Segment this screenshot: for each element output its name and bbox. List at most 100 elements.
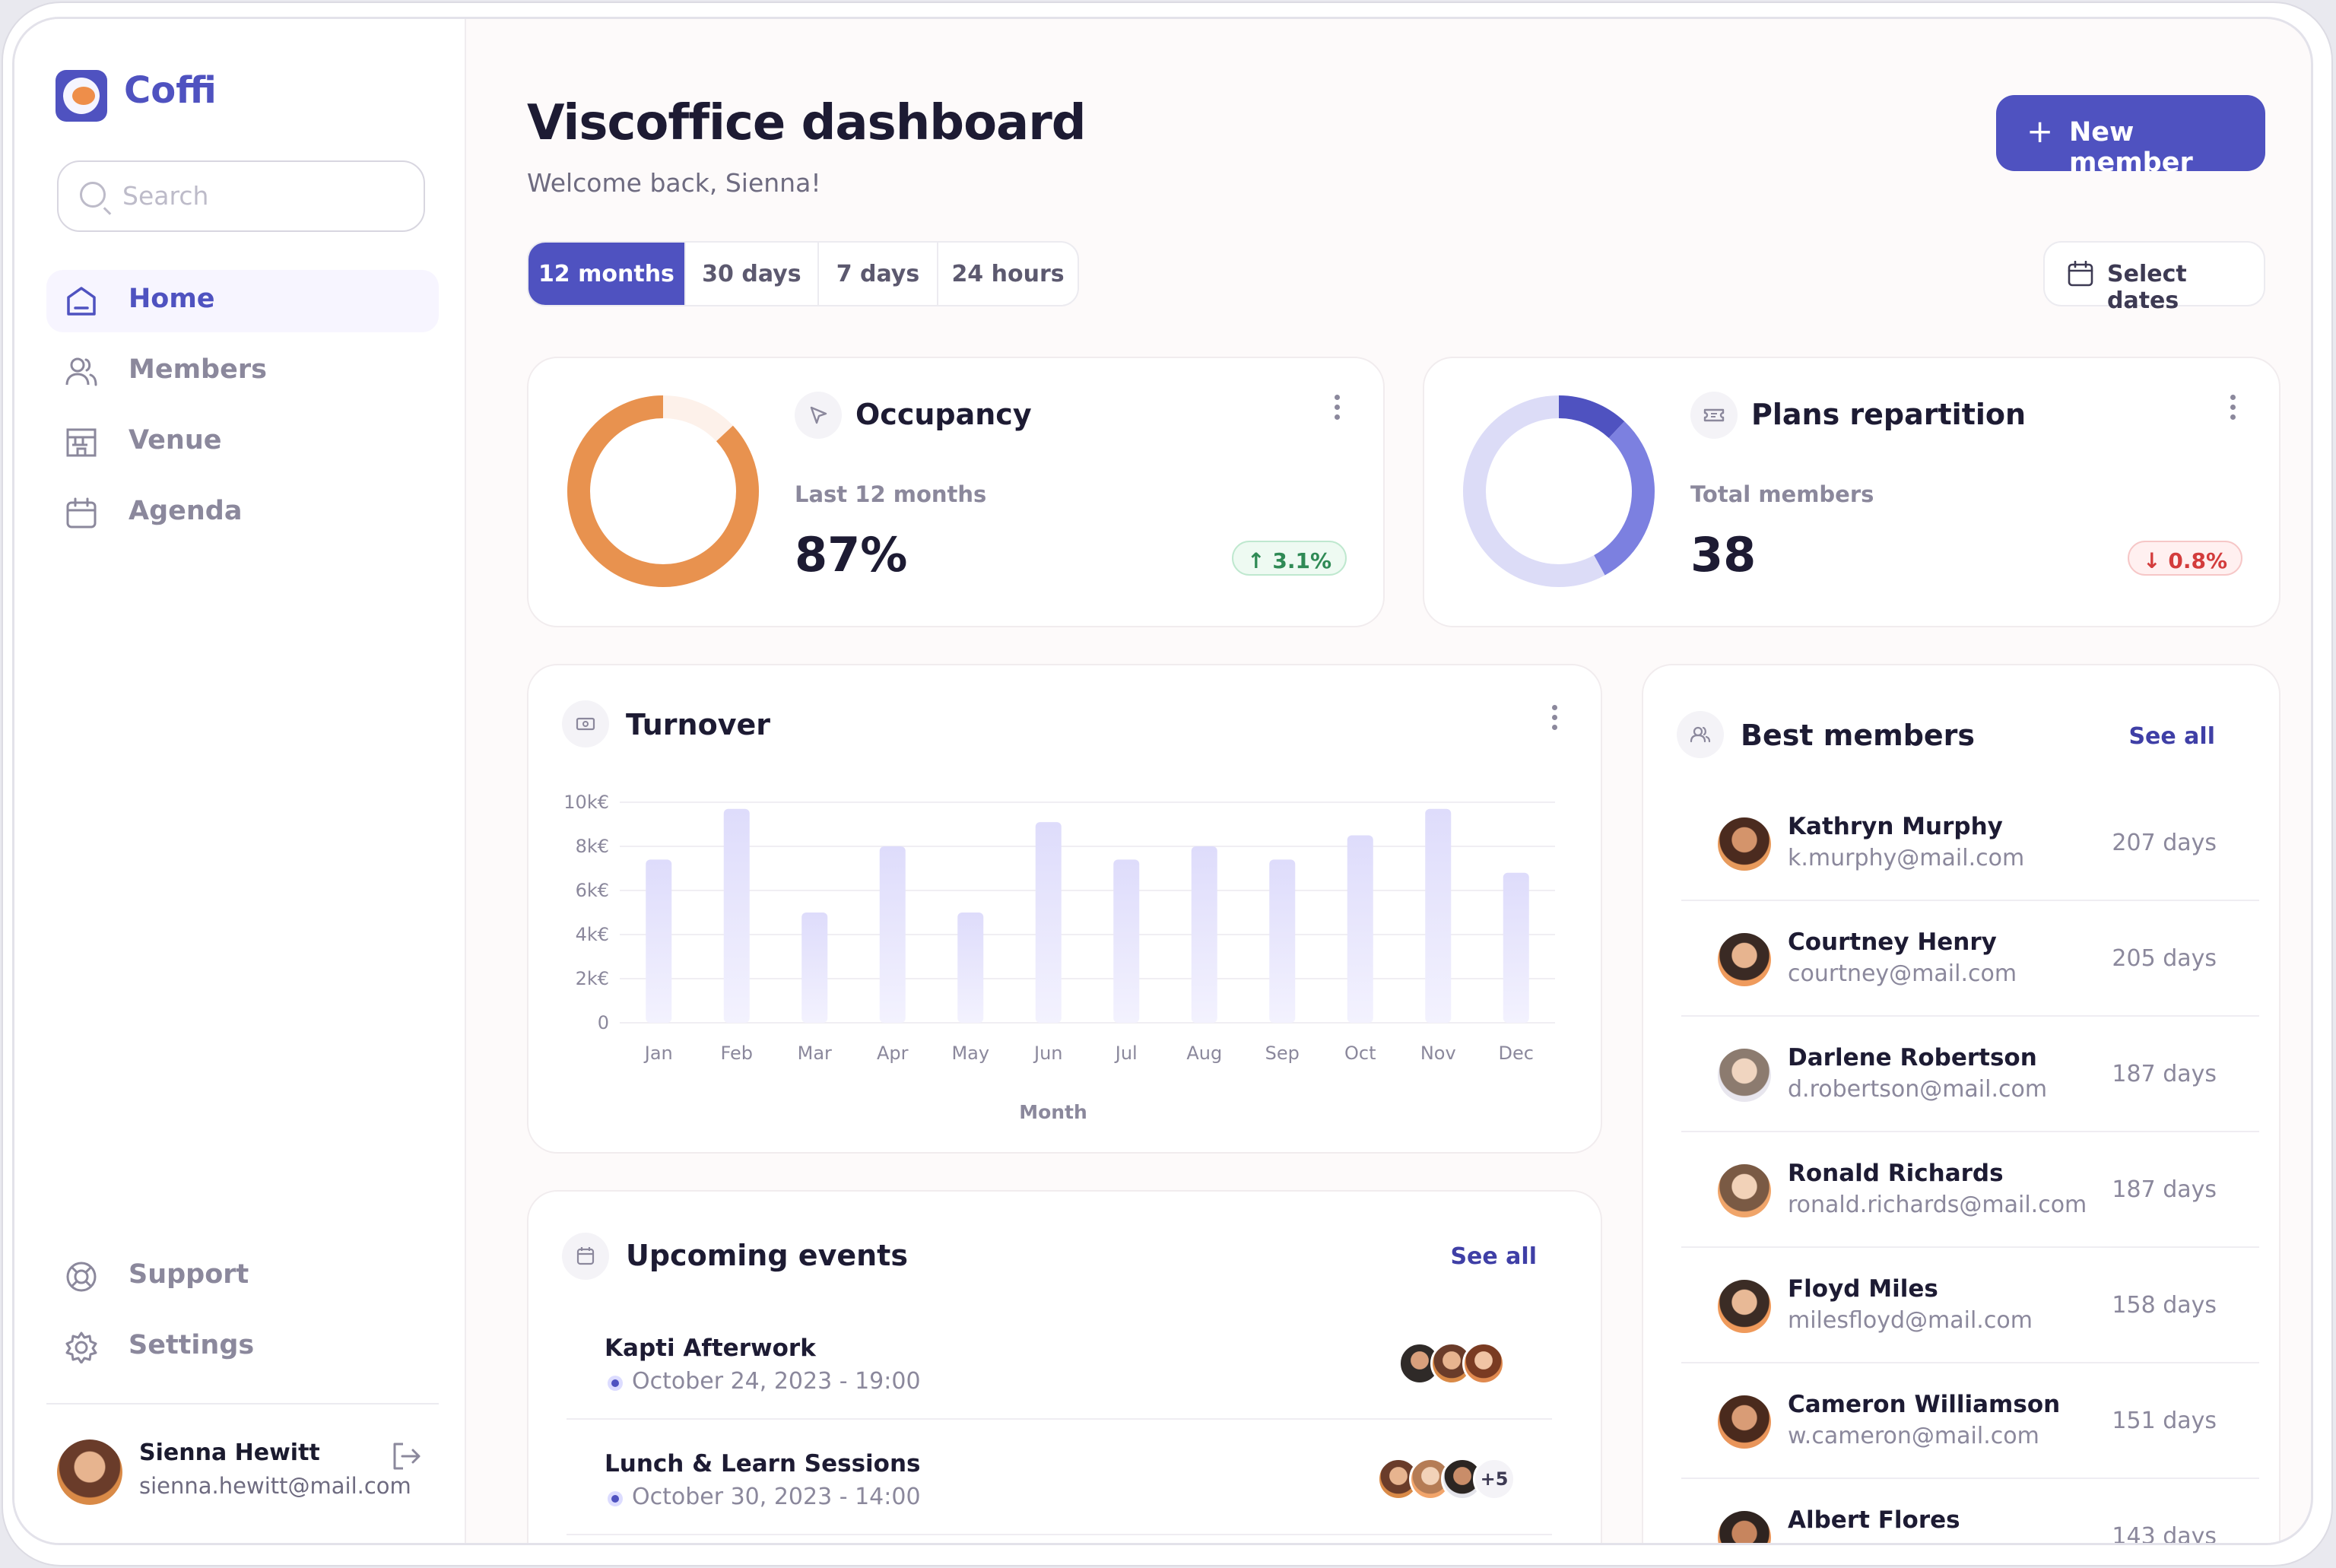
members-see-all-link[interactable]: See all <box>2128 723 2215 750</box>
avatar <box>1718 1511 1771 1543</box>
occupancy-change-badge: ↑ 3.1% <box>1232 541 1347 576</box>
x-tick-label: Nov <box>1420 1043 1456 1064</box>
turnover-card: Turnover 0 2k€ 4k€ 6k€ 8k€ 10k€ Jan Feb Mar Apr Ma… <box>527 664 1602 1154</box>
plans-title: Plans repartition <box>1751 398 2027 431</box>
attendee-avatars: +5 <box>1377 1458 1516 1500</box>
x-tick-label: Feb <box>721 1043 754 1064</box>
y-tick-label: 0 <box>598 1012 609 1033</box>
new-member-button[interactable]: + New member <box>1996 95 2265 178</box>
member-days: 143 days <box>2112 1523 2217 1545</box>
page-title: Viscoffice dashboard <box>527 95 1087 151</box>
member-row[interactable]: Floyd Miles milesfloyd@mail.com 158 days <box>1681 1249 2259 1363</box>
avatar <box>1718 1049 1771 1102</box>
event-row[interactable]: Kapti Afterwork October 24, 2023 - 19:00 <box>567 1306 1552 1420</box>
select-dates-label: Select dates <box>2107 261 2187 314</box>
x-axis-label: Month <box>1019 1101 1087 1123</box>
new-member-label: New member <box>2069 117 2193 178</box>
turnover-bar-chart: 0 2k€ 4k€ 6k€ 8k€ 10k€ Jan Feb Mar Apr May Jun Jul Au… <box>563 792 1555 1123</box>
sidebar-item-members[interactable]: Members <box>46 341 439 403</box>
member-name: Darlene Robertson <box>1788 1044 2037 1071</box>
sidebar-item-home[interactable]: Home <box>46 270 439 332</box>
bar[interactable] <box>879 846 906 1023</box>
cursor-icon <box>795 392 842 439</box>
bar[interactable] <box>957 913 984 1023</box>
range-tabs: 12 months 30 days 7 days 24 hours <box>527 241 1079 306</box>
users-icon <box>65 357 97 386</box>
app-window: Coffi Search Home Members Venue Agenda S… <box>12 17 2313 1545</box>
member-email: milesfloyd@mail.com <box>1788 1307 2033 1334</box>
tab-7-days[interactable]: 7 days <box>819 243 939 305</box>
events-title: Upcoming events <box>626 1239 908 1272</box>
logout-icon[interactable] <box>390 1441 422 1471</box>
occupancy-donut <box>567 395 759 587</box>
bar[interactable] <box>1425 808 1452 1023</box>
event-date: October 24, 2023 - 19:00 <box>632 1368 921 1395</box>
bar[interactable] <box>1191 846 1217 1023</box>
y-tick-label: 8k€ <box>576 836 609 857</box>
sidebar-item-agenda[interactable]: Agenda <box>46 482 439 544</box>
x-tick-label: May <box>951 1043 989 1064</box>
bar[interactable] <box>1269 859 1296 1023</box>
bar[interactable] <box>1347 835 1373 1024</box>
more-options-icon[interactable] <box>1335 395 1341 421</box>
search-icon <box>80 182 106 208</box>
occupancy-title: Occupancy <box>855 398 1032 431</box>
more-options-icon[interactable] <box>1552 705 1558 731</box>
occupancy-card: Occupancy Last 12 months 87% ↑ 3.1% <box>527 357 1385 627</box>
bar[interactable] <box>1503 872 1529 1023</box>
member-row[interactable]: Courtney Henry courtney@mail.com 205 days <box>1681 903 2259 1017</box>
member-email: ronald.richards@mail.com <box>1788 1192 2087 1218</box>
plus-icon: + <box>2027 113 2054 150</box>
tab-24-hours[interactable]: 24 hours <box>951 260 1065 287</box>
page-subtitle: Welcome back, Sienna! <box>527 168 821 198</box>
member-name: Cameron Williamson <box>1788 1391 2061 1418</box>
plans-value: 38 <box>1690 527 1757 582</box>
y-tick-label: 10k€ <box>563 792 609 813</box>
member-name: Albert Flores <box>1788 1506 1960 1534</box>
attendee-avatars <box>1398 1342 1505 1385</box>
sidebar-item-support[interactable]: Support <box>46 1246 439 1308</box>
member-name: Courtney Henry <box>1788 928 1997 956</box>
sidebar-item-venue[interactable]: Venue <box>46 411 439 474</box>
event-name: Kapti Afterwork <box>605 1335 816 1362</box>
x-tick-label: Jan <box>643 1043 673 1064</box>
cash-icon <box>562 700 609 747</box>
member-row[interactable]: Darlene Robertson d.robertson@mail.com 187… <box>1681 1018 2259 1132</box>
avatar <box>1718 1280 1771 1333</box>
user-email: sienna.hewitt@mail.com <box>139 1473 411 1499</box>
member-days: 207 days <box>2112 830 2217 856</box>
sidebar-item-label: Members <box>129 354 267 385</box>
bar[interactable] <box>723 808 750 1023</box>
sidebar-item-label: Settings <box>129 1330 255 1360</box>
select-dates-button[interactable]: Select dates <box>2043 241 2265 314</box>
search-placeholder: Search <box>122 181 209 211</box>
x-tick-label: Oct <box>1344 1043 1376 1064</box>
bar[interactable] <box>1113 859 1140 1023</box>
member-row[interactable]: Albert Flores 143 days <box>1681 1481 2259 1545</box>
member-row[interactable]: Kathryn Murphy k.murphy@mail.com 207 days <box>1681 787 2259 901</box>
sidebar-item-settings[interactable]: Settings <box>46 1316 439 1379</box>
avatar <box>1718 1164 1771 1217</box>
search-input[interactable] <box>57 160 425 232</box>
app-name: Coffi <box>124 69 217 112</box>
more-options-icon[interactable] <box>2230 395 2236 421</box>
more-attendees-count[interactable]: +5 <box>1473 1458 1516 1500</box>
member-name: Kathryn Murphy <box>1788 813 2003 840</box>
y-tick-label: 4k€ <box>576 924 609 945</box>
bar[interactable] <box>801 913 828 1023</box>
sidebar-item-label: Agenda <box>129 496 243 526</box>
bar[interactable] <box>646 859 672 1023</box>
events-see-all-link[interactable]: See all <box>1450 1243 1537 1270</box>
member-days: 187 days <box>2112 1176 2217 1203</box>
event-row[interactable]: Lunch & Learn Sessions October 30, 2023 … <box>567 1421 1552 1535</box>
tab-12-months[interactable]: 12 months <box>528 243 686 305</box>
avatar[interactable] <box>57 1439 122 1505</box>
member-row[interactable]: Cameron Williamson w.cameron@mail.com 151 … <box>1681 1365 2259 1479</box>
member-email: d.robertson@mail.com <box>1788 1076 2048 1103</box>
bar[interactable] <box>1035 822 1062 1023</box>
y-tick-label: 6k€ <box>576 880 609 901</box>
tab-30-days[interactable]: 30 days <box>686 243 819 305</box>
member-row[interactable]: Ronald Richards ronald.richards@mail.com 1… <box>1681 1134 2259 1248</box>
calendar-icon <box>2068 261 2093 287</box>
